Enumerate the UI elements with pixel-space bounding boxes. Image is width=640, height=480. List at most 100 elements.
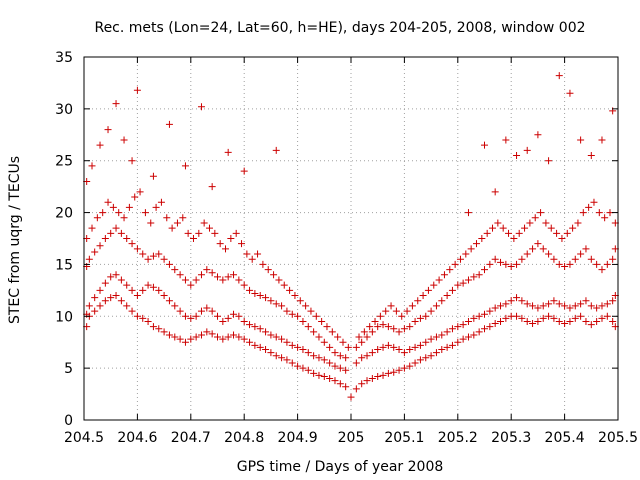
data-point [534, 317, 542, 325]
data-point [256, 343, 264, 351]
data-point [192, 333, 200, 341]
data-point [566, 304, 574, 312]
data-point [117, 276, 125, 284]
data-point [550, 297, 558, 305]
data-point [307, 307, 315, 315]
data-point [112, 100, 120, 108]
data-point [390, 368, 398, 376]
data-point [555, 72, 563, 80]
data-point [379, 343, 387, 351]
x-tick-label: 205.2 [438, 430, 478, 446]
y-tick-label: 35 [55, 50, 73, 66]
data-point [550, 314, 558, 322]
data-point [144, 317, 152, 325]
data-point [363, 377, 371, 385]
data-point [382, 307, 390, 315]
data-point [331, 349, 339, 357]
data-point [310, 352, 318, 360]
data-point [208, 269, 216, 277]
x-tick-label: 205.5 [598, 430, 638, 446]
data-point [173, 219, 181, 227]
data-point [139, 286, 147, 294]
data-point [438, 345, 446, 353]
data-point [598, 314, 606, 322]
data-point [302, 302, 310, 310]
data-point [379, 371, 387, 379]
data-point [168, 224, 176, 232]
data-point [534, 240, 542, 248]
data-point [491, 255, 499, 263]
data-point [390, 325, 398, 333]
data-point [384, 369, 392, 377]
data-point [331, 377, 339, 385]
data-point [109, 203, 117, 211]
data-point [326, 375, 334, 383]
data-point [499, 224, 507, 232]
data-point [133, 292, 141, 300]
data-point [571, 302, 579, 310]
x-axis-ticks: 204.5 204.6 204.7 204.8 204.9 205 205.1 205.2 20… [64, 57, 638, 446]
data-point [278, 302, 286, 310]
data-points [83, 72, 619, 401]
data-point [251, 341, 259, 349]
data-point [454, 323, 462, 331]
data-point [288, 341, 296, 349]
data-point [368, 349, 376, 357]
data-point [470, 331, 478, 339]
data-point [299, 345, 307, 353]
data-point [603, 260, 611, 268]
data-point [334, 333, 342, 341]
data-point [416, 341, 424, 349]
data-point [352, 359, 360, 367]
data-point [443, 343, 451, 351]
data-point [566, 260, 574, 268]
data-point [267, 297, 275, 305]
data-point [585, 203, 593, 211]
data-point [374, 323, 382, 331]
data-point [171, 333, 179, 341]
data-point [571, 314, 579, 322]
data-point [481, 325, 488, 333]
data-point [438, 297, 446, 305]
y-tick-label: 10 [55, 309, 73, 325]
data-point [505, 229, 513, 237]
data-point [497, 258, 505, 266]
data-point [310, 369, 318, 377]
data-point [181, 276, 189, 284]
data-point [416, 314, 424, 322]
data-point [387, 302, 395, 310]
data-point [432, 349, 440, 357]
data-point [502, 260, 510, 268]
data-point [352, 343, 360, 351]
x-tick-label: 204.6 [117, 430, 157, 446]
data-point [513, 152, 521, 160]
data-point [577, 300, 585, 308]
data-point [344, 343, 352, 351]
data-point [189, 235, 197, 242]
data-point [184, 229, 192, 237]
data-point [272, 146, 280, 154]
data-point [430, 281, 438, 289]
data-point [481, 310, 488, 318]
data-point [291, 292, 299, 300]
data-point [152, 203, 160, 211]
data-point [400, 325, 408, 333]
data-point [235, 333, 243, 341]
data-point [390, 343, 398, 351]
data-point [523, 146, 531, 154]
data-point [304, 366, 312, 374]
data-point [598, 302, 606, 310]
data-point [470, 314, 478, 322]
data-point [542, 219, 550, 227]
data-point [486, 260, 494, 268]
data-point [85, 302, 93, 310]
data-point [267, 349, 275, 357]
data-point [339, 338, 347, 346]
data-point [214, 333, 221, 341]
data-point [406, 323, 414, 331]
data-point [521, 224, 529, 232]
data-point [336, 380, 344, 388]
data-point [197, 331, 205, 339]
data-point [149, 252, 157, 260]
data-point [379, 321, 387, 329]
